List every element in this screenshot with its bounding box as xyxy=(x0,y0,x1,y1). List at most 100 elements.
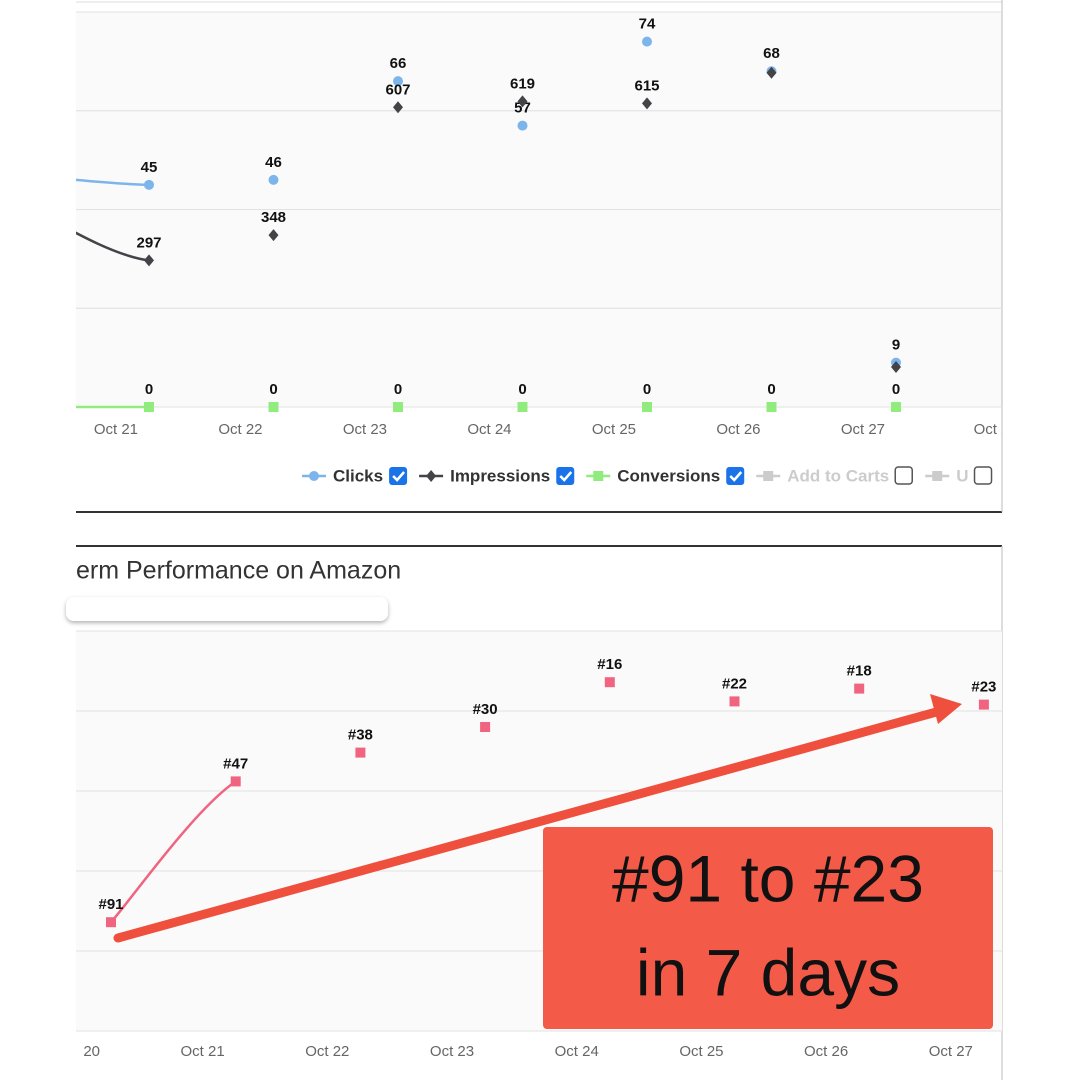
data-label: 0 xyxy=(643,381,651,398)
point xyxy=(144,254,154,267)
point xyxy=(309,471,319,481)
data-label: 9 xyxy=(892,337,900,354)
x-tick-label: Oct 22 xyxy=(218,421,262,438)
series-line xyxy=(76,178,150,187)
x-tick-label: Oct 25 xyxy=(679,1043,723,1060)
x-tick-label: Oct 24 xyxy=(467,421,511,438)
legend-label[interactable]: Conversions xyxy=(617,466,720,485)
data-label: 607 xyxy=(385,81,410,98)
x-tick-label: Oct 2 xyxy=(974,421,1010,438)
point xyxy=(20,402,30,412)
point xyxy=(393,76,403,87)
data-label: 74 xyxy=(639,16,656,33)
checkmark xyxy=(392,471,406,482)
legend-label[interactable]: Clicks xyxy=(333,466,383,485)
point xyxy=(891,402,901,412)
data-label: 66 xyxy=(390,55,407,72)
checkbox[interactable] xyxy=(973,466,993,485)
point xyxy=(144,179,154,190)
point xyxy=(932,471,943,481)
point xyxy=(763,471,774,481)
data-label: 0 xyxy=(518,381,526,398)
data-label: #22 xyxy=(722,675,747,692)
chart-1: Oct 21 Oct 22 Oct 23 Oct 24 Oct 25 Oct 26 Oct … xyxy=(20,11,1010,438)
data-label: #91 xyxy=(98,896,123,913)
data-label: 615 xyxy=(634,77,659,94)
series-line xyxy=(76,231,150,262)
checkmark xyxy=(729,471,743,482)
point xyxy=(426,470,437,482)
point xyxy=(517,402,528,412)
arrow xyxy=(113,706,945,943)
data-label: 0 xyxy=(394,381,402,398)
checkbox[interactable] xyxy=(389,467,408,485)
data-label: #30 xyxy=(473,701,498,718)
annotation-box xyxy=(543,827,993,1029)
series-line xyxy=(110,780,237,924)
point xyxy=(854,683,865,694)
point xyxy=(144,402,154,412)
checkbox[interactable] xyxy=(556,467,575,485)
point xyxy=(355,747,366,758)
x-tick-label: Oct 24 xyxy=(555,1043,599,1060)
chart-2: 20 Oct 21 Oct 22 Oct 23 Oct 24 Oct 25 Oct 26 Oc… xyxy=(76,630,1002,1060)
data-label: #23 xyxy=(971,679,996,696)
point xyxy=(729,696,740,707)
x-tick-label: Oct 22 xyxy=(305,1043,349,1060)
x-tick-label: Oct 21 xyxy=(94,421,138,438)
x-tick-label: Oct 21 xyxy=(181,1043,225,1060)
point xyxy=(642,402,652,412)
annotation: #91 to #23 in 7 days xyxy=(113,694,993,1029)
point xyxy=(480,722,491,732)
point xyxy=(20,200,30,212)
legend-label[interactable]: U xyxy=(956,466,968,485)
point xyxy=(766,66,777,79)
point xyxy=(393,101,403,114)
data-label: 619 xyxy=(510,75,535,92)
point xyxy=(393,402,403,412)
point xyxy=(978,699,989,710)
x-tick-label: Oct 26 xyxy=(716,421,760,438)
point xyxy=(604,677,615,688)
annotation-text: in 7 days xyxy=(636,935,900,1009)
point xyxy=(642,36,652,47)
legend-label[interactable]: Add to Carts xyxy=(787,466,889,485)
data-label: #18 xyxy=(847,663,872,680)
x-tick-label: Oct 25 xyxy=(592,421,636,438)
data-label: 0 xyxy=(767,381,775,398)
x-tick-label: Oct 27 xyxy=(841,421,885,438)
point xyxy=(766,402,777,412)
chart-title: erm Performance on Amazon xyxy=(76,557,401,585)
data-label: #16 xyxy=(597,656,622,673)
point xyxy=(268,174,279,185)
data-label: #47 xyxy=(223,755,248,772)
point xyxy=(230,776,241,787)
point xyxy=(517,120,528,131)
x-tick-label: Oct 23 xyxy=(430,1043,474,1060)
data-label: 0 xyxy=(892,381,900,398)
legend-label[interactable]: Impressions xyxy=(450,466,550,485)
point xyxy=(891,361,901,374)
search-box[interactable] xyxy=(66,597,388,621)
data-label: #38 xyxy=(348,727,373,744)
data-label: 46 xyxy=(265,154,282,171)
point xyxy=(268,229,279,242)
arrow-head xyxy=(930,694,962,724)
x-tick-label: Oct 26 xyxy=(804,1043,848,1060)
checkbox[interactable] xyxy=(894,466,913,485)
checkmark xyxy=(559,471,573,482)
point xyxy=(106,917,116,928)
point xyxy=(268,402,279,412)
data-label: 0 xyxy=(145,381,153,398)
data-label: 348 xyxy=(261,209,286,226)
checkbox[interactable] xyxy=(726,467,745,485)
x-tick-label: Oct 27 xyxy=(929,1043,973,1060)
data-label: 0 xyxy=(269,381,277,398)
data-label: 297 xyxy=(136,234,161,251)
data-label: 57 xyxy=(514,100,531,117)
data-label: 45 xyxy=(141,159,158,176)
x-tick-label: 20 xyxy=(83,1043,100,1060)
annotation-text: #91 to #23 xyxy=(612,841,924,915)
